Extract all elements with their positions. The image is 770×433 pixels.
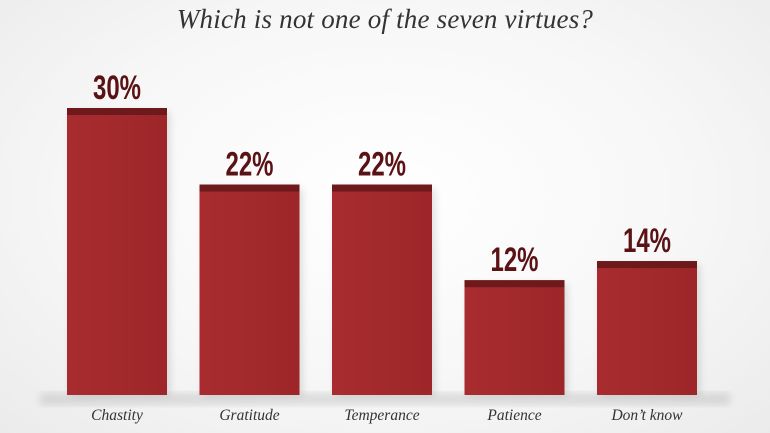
bar-cap (597, 261, 697, 269)
bar-cap (332, 184, 432, 192)
baseline-shadow (40, 393, 730, 405)
bar (597, 261, 697, 395)
bar-group: 12% Patience (464, 241, 568, 424)
bar-group: 22% Gratitude (199, 146, 303, 424)
category-label: Patience (486, 407, 541, 424)
bar (332, 184, 432, 395)
category-label: Temperance (344, 407, 419, 424)
bar-group: 30% Chastity (67, 69, 170, 424)
category-label: Gratitude (219, 407, 279, 424)
bar-group: 22% Temperance (332, 146, 435, 424)
bar-cap (67, 108, 167, 115)
category-label: Don’t know (610, 407, 683, 424)
chart-title: Which is not one of the seven virtues? (176, 4, 594, 34)
bar-value-label: 30% (93, 69, 141, 107)
bar-group: 14% Don’t know (597, 222, 700, 424)
bar-value-label: 14% (623, 222, 671, 260)
bar-cap (464, 280, 565, 288)
category-label: Chastity (91, 407, 143, 424)
bar-cap (199, 184, 300, 192)
bar-value-label: 22% (358, 146, 406, 184)
bar-value-label: 22% (226, 146, 274, 184)
bar (464, 280, 565, 395)
bar (199, 184, 300, 395)
bar (67, 108, 167, 395)
bar-value-label: 12% (491, 241, 539, 279)
